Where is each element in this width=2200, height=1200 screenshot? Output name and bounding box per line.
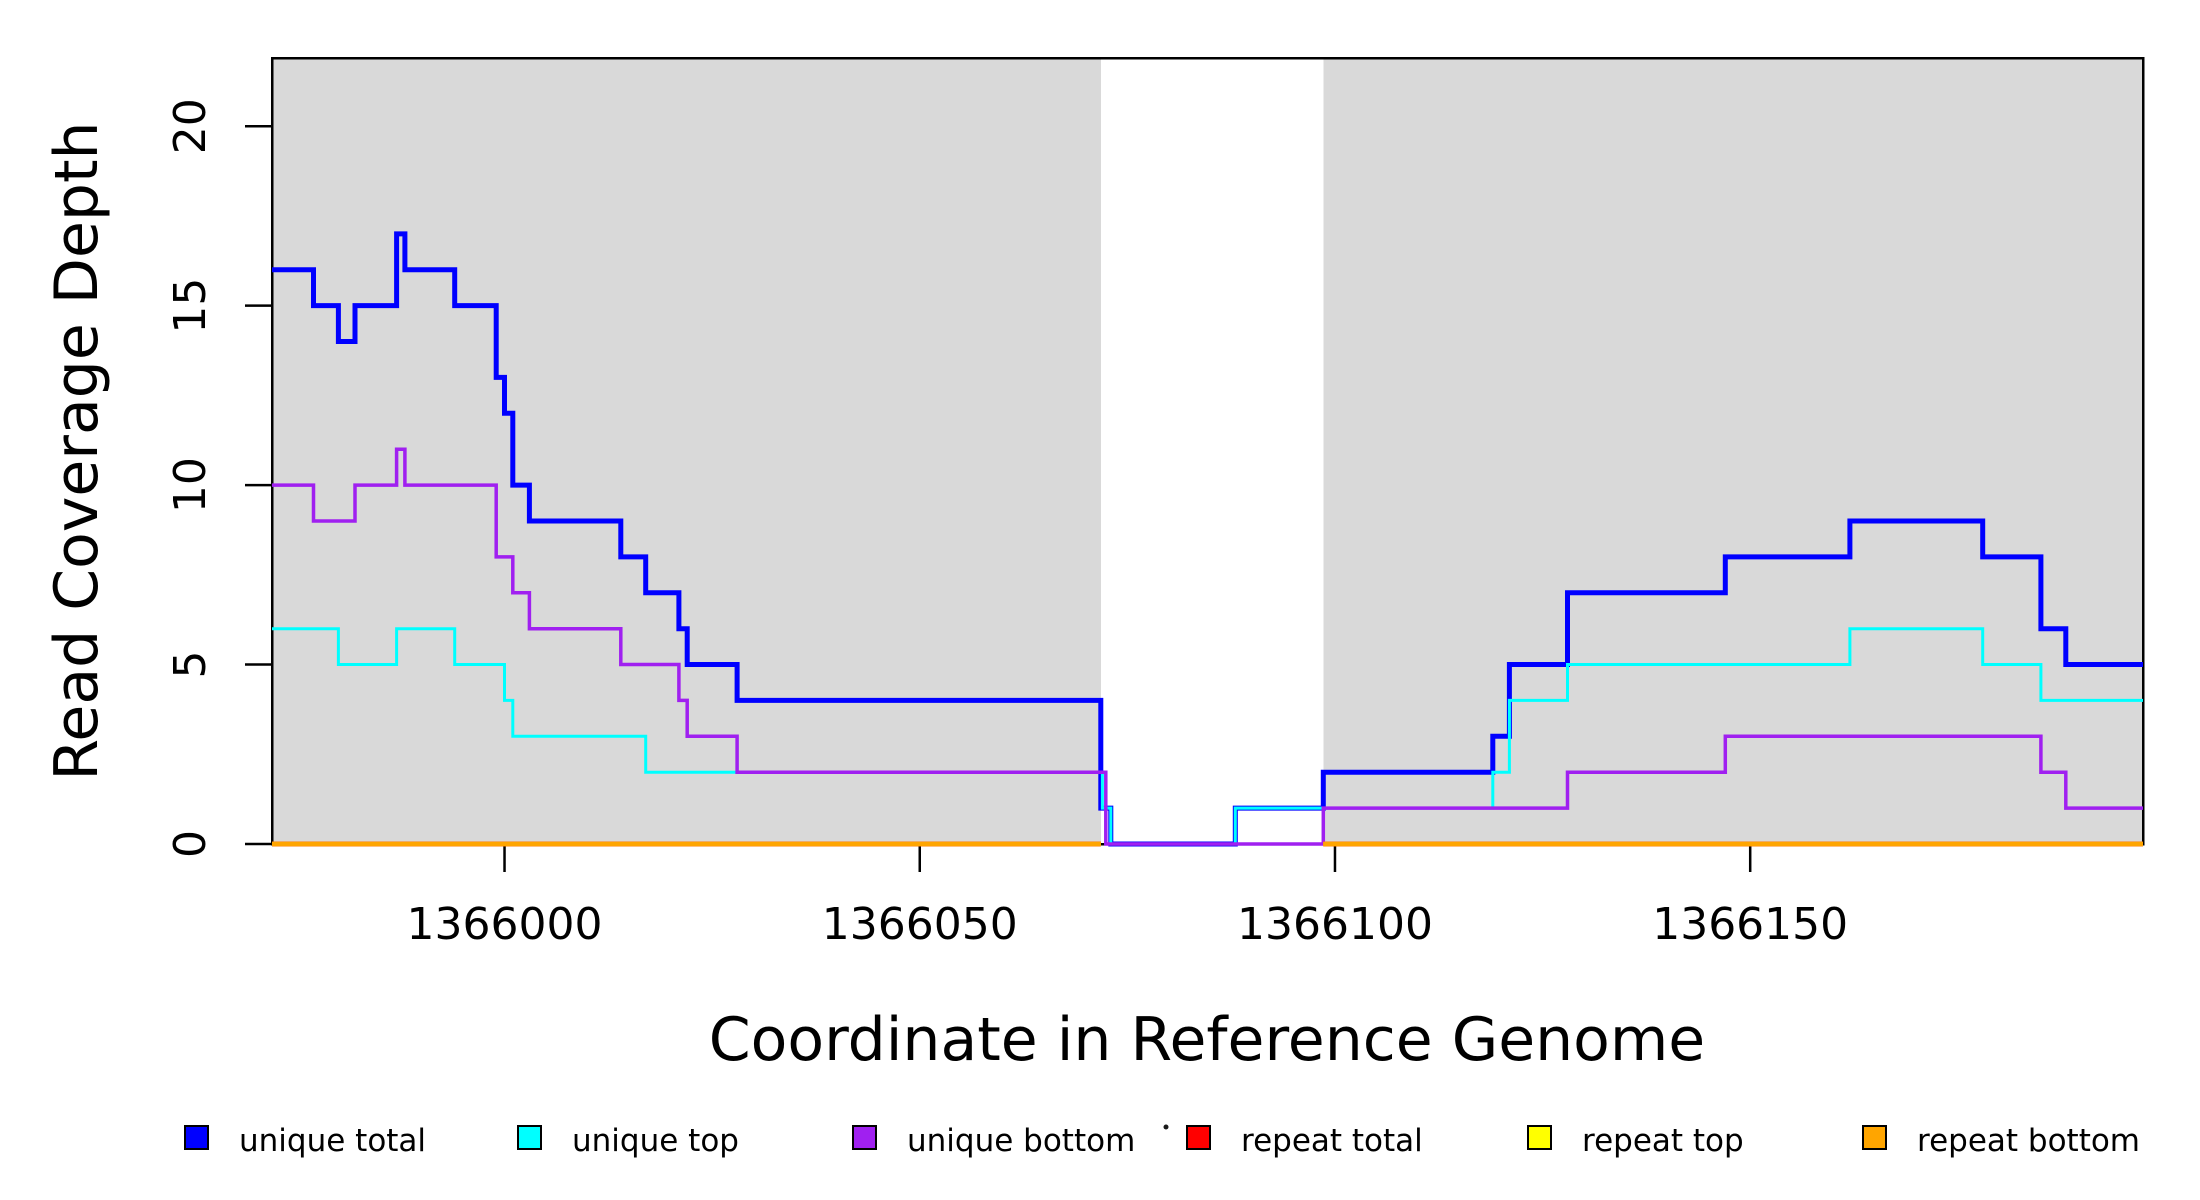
legend-swatch-repeat-top: [1527, 1125, 1552, 1150]
y-tick-label: 5: [165, 651, 216, 679]
y-tick-label: 20: [165, 98, 216, 154]
shaded-regions: [272, 58, 2143, 844]
stray-mark: [1163, 1124, 1169, 1130]
legend-swatch-repeat-total: [1186, 1125, 1211, 1150]
x-axis-title: Coordinate in Reference Genome: [709, 1005, 1705, 1075]
x-tick-label: 1366150: [1652, 899, 1848, 950]
legend-label-repeat-total: repeat total: [1241, 1123, 1423, 1159]
legend-swatch-unique-top: [517, 1125, 542, 1150]
legend-label-unique-top: unique top: [572, 1123, 739, 1159]
x-tick-label: 1366050: [822, 899, 1018, 950]
legend-label-repeat-bottom: repeat bottom: [1917, 1123, 2140, 1159]
series-lines: [272, 231, 2143, 847]
y-tick-label: 0: [165, 830, 216, 858]
y-axis-title: Read Coverage Depth: [42, 121, 112, 780]
legend: unique total unique top unique bottom repea…: [184, 1123, 2140, 1159]
legend-label-unique-total: unique total: [239, 1123, 426, 1159]
legend-swatch-unique-bottom: [852, 1125, 877, 1150]
legend-label-repeat-top: repeat top: [1582, 1123, 1744, 1159]
y-tick-label: 15: [165, 278, 216, 334]
legend-swatch-repeat-bottom: [1862, 1125, 1887, 1150]
legend-swatch-unique-total: [184, 1125, 209, 1150]
series-unique-bottom: [272, 447, 2143, 846]
series-unique-top: [272, 627, 2143, 846]
shaded-region: [1323, 58, 2143, 844]
legend-label-unique-bottom: unique bottom: [907, 1123, 1135, 1159]
axes: 1366000 1366050 1366100 1366150 0 5 10 15 20: [165, 56, 2145, 950]
y-tick-label: 10: [165, 457, 216, 513]
series-unique-total: [272, 231, 2143, 847]
x-tick-label: 1366000: [407, 899, 603, 950]
x-tick-label: 1366100: [1237, 899, 1433, 950]
